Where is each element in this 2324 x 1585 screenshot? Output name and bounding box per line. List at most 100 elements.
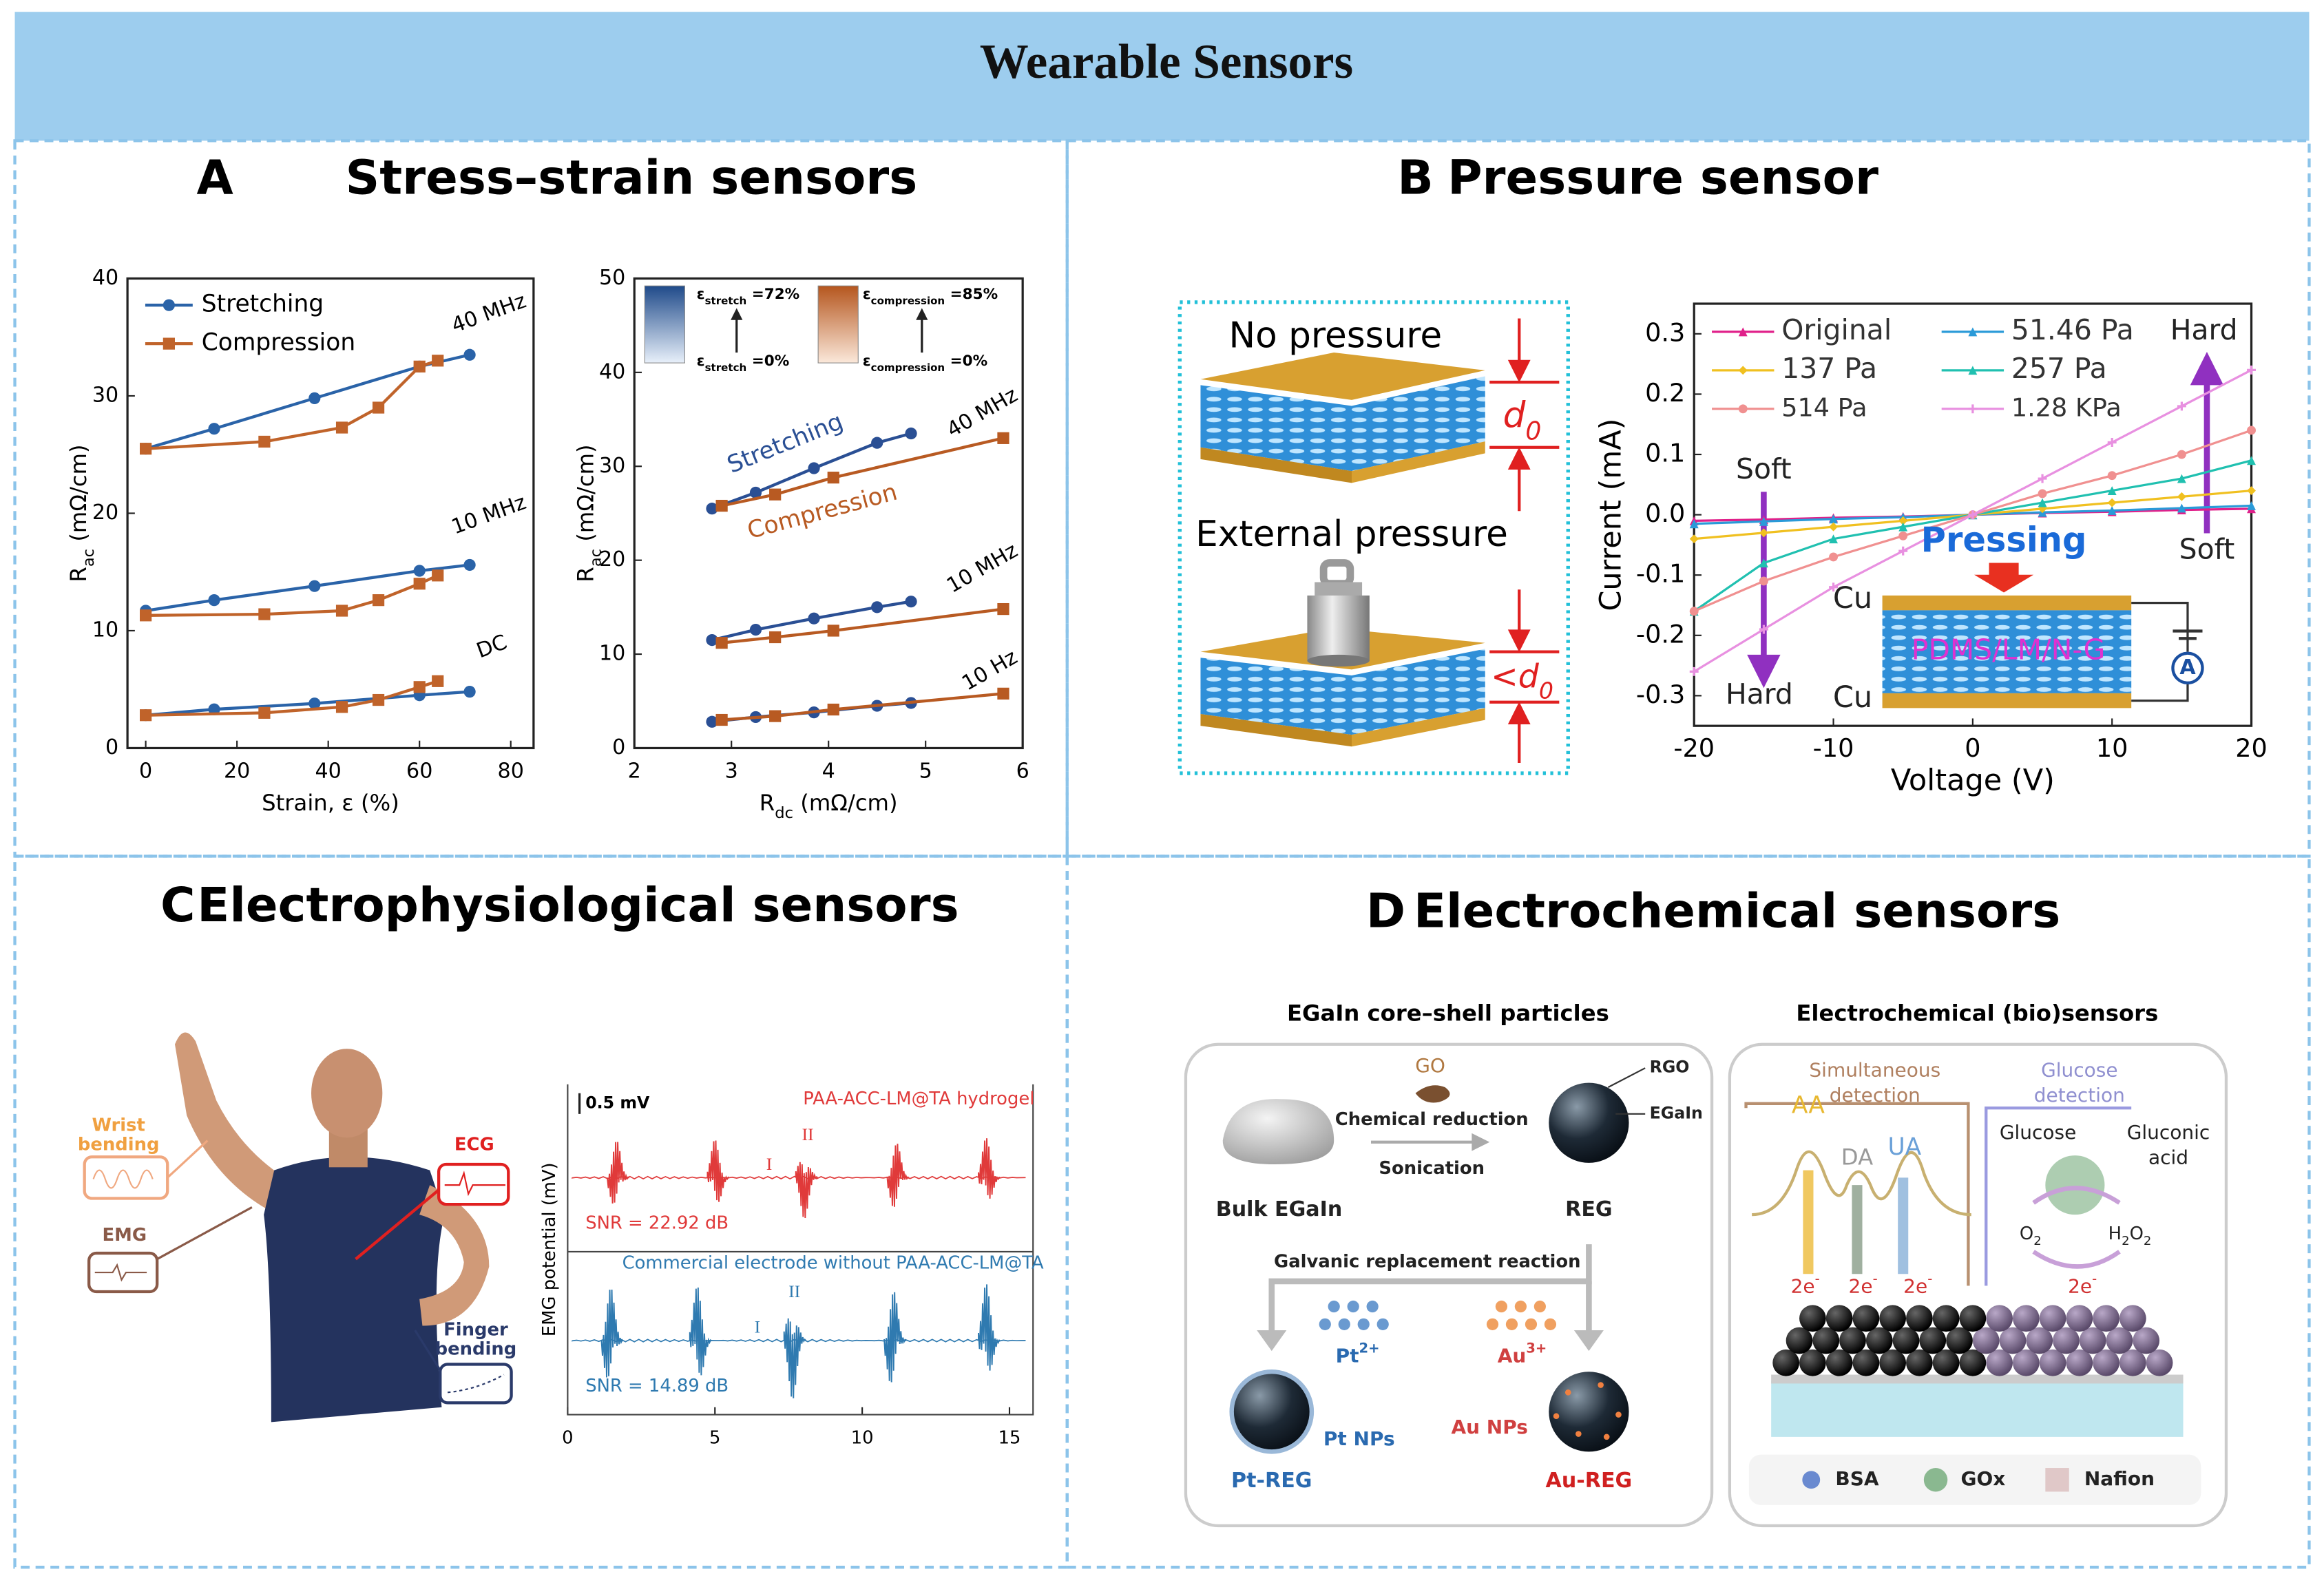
x-tick-label: 15 (998, 1428, 1021, 1449)
device-inset (1747, 352, 2224, 708)
marker (432, 355, 444, 367)
marker (208, 594, 220, 607)
legend-label-part: ε (697, 286, 705, 303)
legend-swatch (817, 285, 859, 364)
marker (463, 558, 476, 571)
gap-label: <d0 (1491, 658, 1553, 704)
legend-label: 257 Pa (2011, 352, 2107, 385)
y-tick-label: 0.2 (1645, 378, 1685, 408)
particle (2012, 1305, 2040, 1332)
marker (905, 596, 917, 608)
annotation: 10 MHz (943, 538, 1022, 598)
body-label: bending (435, 1339, 517, 1359)
diagram-label: BSA (1835, 1467, 1878, 1490)
particle (2093, 1305, 2119, 1332)
marker (2107, 486, 2117, 496)
marker (1738, 366, 1748, 375)
marker (335, 701, 348, 713)
diagram-label: GOx (1961, 1467, 2006, 1490)
marker (372, 401, 385, 414)
legend-label: εcompression =0% (863, 353, 987, 373)
diagram-label-part: 2e (1903, 1275, 1927, 1298)
diagram-label: GO (1415, 1054, 1445, 1077)
legend-label: Compression (202, 329, 355, 357)
marker (2038, 489, 2047, 498)
marker (463, 686, 476, 698)
x-axis-label-sub: dc (775, 804, 793, 822)
diagram-label: 2e- (2068, 1271, 2097, 1298)
diagram-label: detection (2034, 1084, 2125, 1106)
marker (769, 488, 782, 501)
y-axis-label: Rac (mΩ/cm) (65, 444, 98, 582)
annotation: Hard (2170, 313, 2238, 346)
particle (1865, 1327, 1893, 1354)
scale-bar-label: 0.5 mV (585, 1093, 650, 1112)
snr-label: SNR = 14.89 dB (585, 1376, 729, 1396)
marker (997, 602, 1009, 616)
marker (905, 427, 917, 440)
marker (1829, 522, 1839, 532)
particle (1972, 1327, 2000, 1354)
diagram-label: Galvanic replacement reaction (1274, 1251, 1580, 1272)
snr-label: SNR = 22.92 dB (585, 1213, 729, 1234)
diagram-label: Nafion (2084, 1467, 2155, 1490)
gap-label-part: d (1503, 395, 1526, 437)
plot-frame (567, 1084, 1034, 1416)
legend-label-part: =0% (746, 353, 789, 370)
particle (2119, 1305, 2146, 1332)
burst-marker: I (766, 1154, 773, 1174)
marker (413, 565, 426, 577)
diagram-label: EGaIn (1650, 1103, 1703, 1122)
marker (1829, 514, 1839, 524)
marker (1689, 666, 1699, 676)
particle (2079, 1327, 2106, 1354)
y-tick-label: 50 (599, 266, 625, 290)
marker (2177, 492, 2186, 501)
marker (258, 608, 271, 620)
legend-label: Original (1781, 313, 1892, 346)
marker (2247, 501, 2256, 510)
emg-burst (978, 1284, 1001, 1371)
marker (258, 706, 271, 719)
diagram-label: RGO (1650, 1058, 1690, 1077)
body-label: Finger (443, 1319, 508, 1340)
y-tick-label: 10 (92, 618, 118, 642)
diagram-label-sup: 3+ (1526, 1341, 1547, 1356)
marker (706, 715, 718, 728)
diagram-label-part: 2e (2068, 1275, 2092, 1298)
panel-title: Electrochemical sensors (1414, 883, 2060, 938)
particle (1772, 1349, 1800, 1376)
marker (1898, 531, 1908, 540)
body-label: EMG (103, 1225, 147, 1246)
legend-label: εstretch =0% (697, 353, 790, 373)
panel-label: B (1397, 151, 1434, 206)
legend-label: 514 Pa (1781, 392, 1867, 422)
diagram-label-part: Au (1498, 1345, 1527, 1367)
marker (827, 624, 839, 637)
gap-label: d0 (1503, 395, 1542, 445)
x-tick-label: 10 (2096, 733, 2128, 763)
diagram-label-sup: - (1815, 1271, 1820, 1287)
particle (2066, 1349, 2093, 1376)
legend-label-part: =85% (945, 286, 998, 303)
marker (372, 594, 385, 607)
x-tick-label: 0 (139, 759, 152, 783)
particle (1799, 1305, 1826, 1332)
annotation: 10 Hz (958, 645, 1021, 695)
particle (2026, 1327, 2053, 1354)
annotation: 40 MHz (943, 383, 1022, 442)
body-label: Wrist (92, 1115, 145, 1136)
particle (1986, 1305, 2013, 1332)
marker (308, 697, 321, 710)
y-tick-label: -0.3 (1636, 680, 1685, 709)
y-tick-label: 40 (92, 266, 118, 290)
diagram-label: Gluconic (2127, 1121, 2210, 1144)
marker (335, 421, 348, 434)
marker (2107, 471, 2117, 481)
state-label: External pressure (1195, 514, 1508, 555)
legend-label-sub: stretch (705, 361, 747, 373)
diagram-label: Au3+ (1498, 1341, 1547, 1367)
marker (808, 462, 820, 474)
particle (1812, 1327, 1840, 1354)
marker (308, 392, 321, 404)
